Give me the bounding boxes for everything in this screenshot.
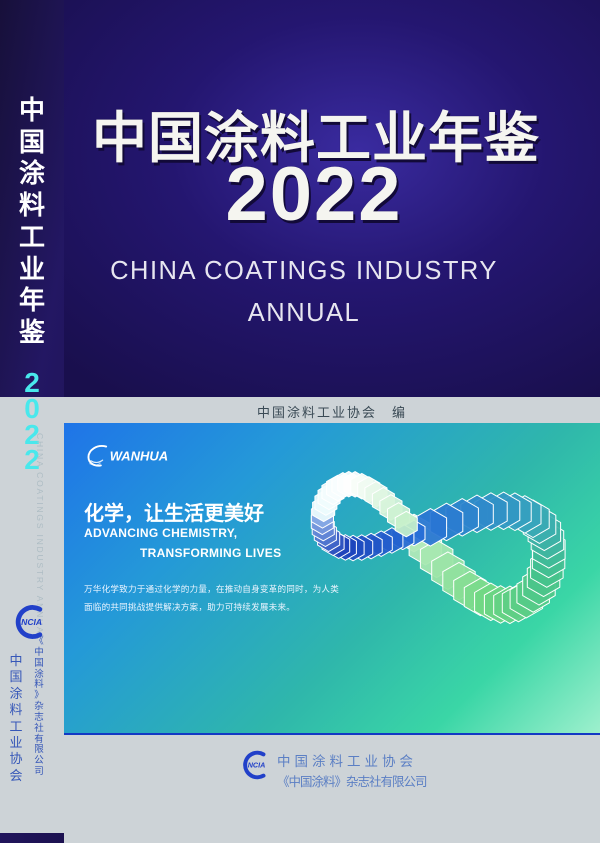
svg-text:NCIA: NCIA <box>248 761 266 770</box>
svg-text:NCIA: NCIA <box>21 617 42 627</box>
